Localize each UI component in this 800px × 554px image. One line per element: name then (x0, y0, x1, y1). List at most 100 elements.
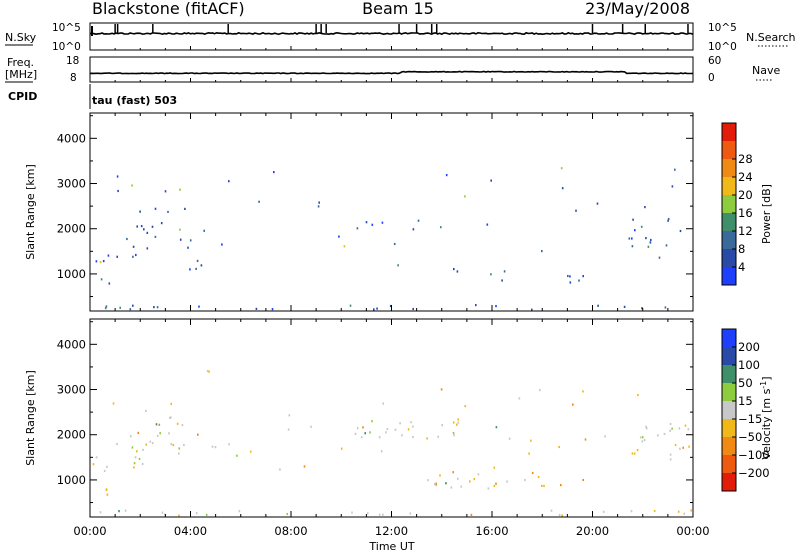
power-scatter (95, 167, 682, 311)
velocity-ylabel: Slant Range [km] (24, 370, 37, 466)
scatter-cell (195, 267, 197, 270)
scatter-cell (135, 253, 137, 257)
colorbar-segment (722, 437, 736, 456)
scatter-cell (138, 457, 141, 460)
scatter-cell (108, 282, 111, 285)
xaxis-title: Time UT (368, 540, 414, 553)
scatter-cell (360, 436, 363, 439)
colorbar-tick-label: −100 (738, 448, 770, 462)
scatter-cell (445, 174, 448, 177)
scatter-cell (450, 486, 453, 489)
scatter-cell (440, 226, 442, 229)
scatter-cell (667, 217, 670, 221)
scatter-cell (382, 402, 384, 405)
scatter-cell (503, 270, 506, 273)
scatter-cell (381, 221, 384, 224)
colorbar-segment (722, 455, 736, 474)
scatter-cell (628, 237, 631, 240)
scatter-cell (640, 225, 643, 228)
scatter-cell (543, 484, 545, 488)
scatter-cell (351, 511, 353, 514)
scatter-cell (176, 422, 179, 425)
scatter-cell (179, 188, 181, 191)
scatter-cell (524, 479, 526, 482)
colorbar-tick-label: 100 (738, 358, 760, 372)
scatter-cell (378, 513, 381, 516)
scatter-cell (653, 509, 656, 513)
scatter-cell (228, 443, 230, 446)
scatter-cell (338, 235, 340, 238)
colorbar-segment (722, 329, 736, 348)
scatter-cell (288, 414, 291, 417)
scatter-cell (674, 168, 676, 171)
scatter-cell (132, 304, 134, 307)
scatter-cell (349, 304, 352, 307)
scatter-cell (107, 254, 110, 257)
colorbar-frame (721, 122, 737, 286)
scatter-cell (632, 218, 634, 221)
scatter-cell (537, 475, 540, 479)
colorbar-segment (722, 473, 736, 492)
scatter-cell (105, 305, 108, 308)
scatter-cell (100, 278, 103, 281)
colorbar-tick-label: 50 (738, 376, 753, 390)
scatter-cell (151, 225, 154, 228)
y-tick-label: 4000 (57, 337, 86, 351)
scatter-cell (650, 238, 652, 242)
scatter-cell (393, 242, 396, 246)
nsky-label: N.Sky (5, 31, 37, 44)
scatter-cell (287, 428, 290, 431)
colorbar-segment (722, 141, 736, 160)
scatter-cell (133, 462, 136, 465)
power-plot-frame (89, 112, 694, 312)
cpid-value: tau (fast) 503 (92, 94, 177, 107)
scatter-cell (132, 245, 135, 248)
scatter-cell (187, 246, 189, 249)
scatter-cell (597, 304, 599, 307)
x-tick-label: 08:00 (274, 524, 307, 538)
scatter-cell (271, 308, 274, 311)
x-tick-label: 20:00 (576, 524, 609, 538)
scatter-cell (102, 260, 105, 263)
scatter-cell (382, 513, 384, 516)
freq-label-bottom: [MHz] (5, 68, 37, 81)
scatter-cell (364, 432, 366, 435)
scatter-cell (410, 421, 412, 424)
scatter-cell (160, 222, 163, 225)
colorbar-tick-label: −15 (738, 412, 762, 426)
colorbar-segment (722, 267, 736, 286)
nave-label: Nave (752, 64, 780, 77)
scatter-cell (560, 167, 563, 170)
scatter-cell (677, 510, 680, 513)
scatter-cell (541, 250, 543, 253)
scatter-cell (457, 418, 459, 421)
scatter-cell (561, 187, 564, 190)
scatter-cell (679, 229, 682, 233)
scatter-cell (470, 513, 473, 516)
scatter-cell (407, 428, 410, 431)
scatter-cell (495, 426, 498, 429)
x-tick-label: 00:00 (676, 524, 709, 538)
scatter-cell (146, 231, 149, 234)
scatter-cell (142, 448, 144, 451)
scatter-cell (602, 510, 605, 513)
scatter-cell (669, 458, 672, 461)
nave-tick-bottom: 0 (708, 72, 715, 84)
scatter-cell (172, 444, 175, 447)
scatter-cell (95, 456, 98, 459)
scatter-cell (469, 480, 471, 483)
scatter-cell (460, 485, 463, 488)
scatter-cell (453, 434, 455, 437)
scatter-cell (206, 370, 209, 373)
scatter-cell (582, 275, 584, 278)
scatter-cell (531, 471, 534, 475)
velocity-plot-frame (89, 318, 694, 518)
scatter-cell (456, 270, 459, 273)
scatter-cell (531, 308, 533, 311)
scatter-cell (203, 229, 205, 232)
scatter-cell (412, 307, 414, 311)
scatter-cell (643, 439, 646, 442)
colorbar-tick-label: 8 (738, 242, 745, 256)
x-tick-label: 16:00 (475, 524, 508, 538)
